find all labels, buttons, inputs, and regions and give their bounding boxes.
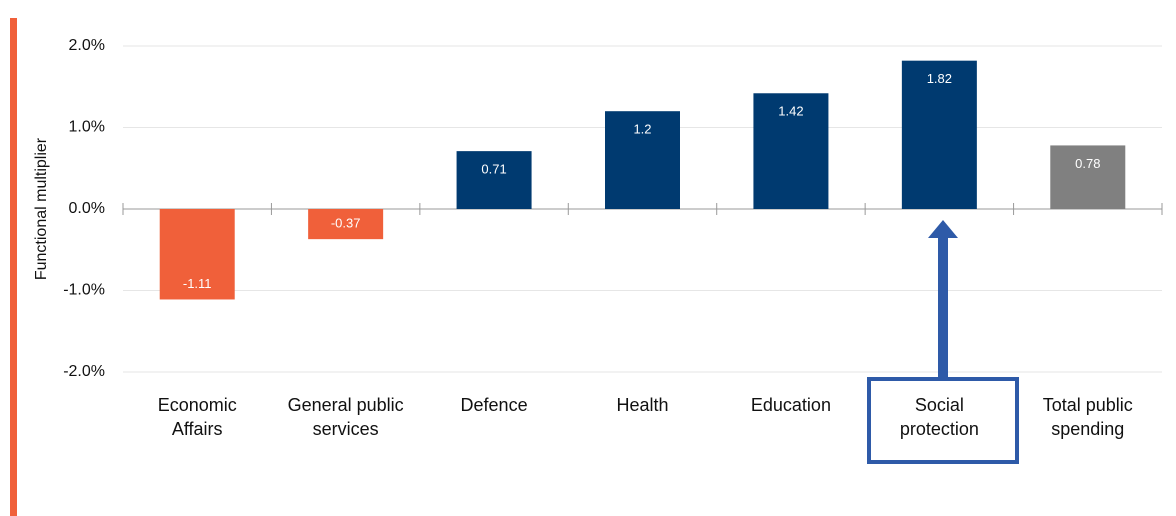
value-label: -1.11 [183,276,212,291]
y-tick-label: -1.0% [63,282,105,299]
y-axis-title: Functional multiplier [33,137,50,280]
bar [308,209,384,240]
y-tick-label: 1.0% [69,119,105,136]
arrow-head [928,220,958,238]
bar [1050,145,1126,209]
x-tick-label: Education [750,395,831,415]
x-tick-label: General public services [287,395,404,439]
x-tick-label: Social protection [899,395,979,439]
bar [753,93,829,209]
x-tick-label: Defence [460,395,528,415]
bar [456,151,532,209]
accent-strip [10,18,17,516]
y-tick-label: 0.0% [69,200,105,217]
y-tick-label: 2.0% [69,37,105,54]
value-label: 0.71 [481,162,506,177]
value-label: -0.37 [331,216,361,231]
arrow-shaft [938,236,948,379]
y-tick-label: -2.0% [63,363,105,380]
x-tick-label: Health [616,395,669,415]
value-label: 1.2 [633,122,651,137]
plot-area: -2.0% -1.0% 0.0% 1.0% 2.0% -1.11 -0.37 0.71 1.2 1… [63,37,1163,380]
bar [605,111,680,209]
x-tick-label: Economic Affairs [157,395,237,439]
bar [159,209,235,300]
value-label: 0.78 [1075,156,1100,171]
value-label: 1.42 [778,104,803,119]
bar [901,60,977,209]
value-label: 1.82 [927,71,952,86]
x-tick-label: Total public spending [1042,395,1133,439]
